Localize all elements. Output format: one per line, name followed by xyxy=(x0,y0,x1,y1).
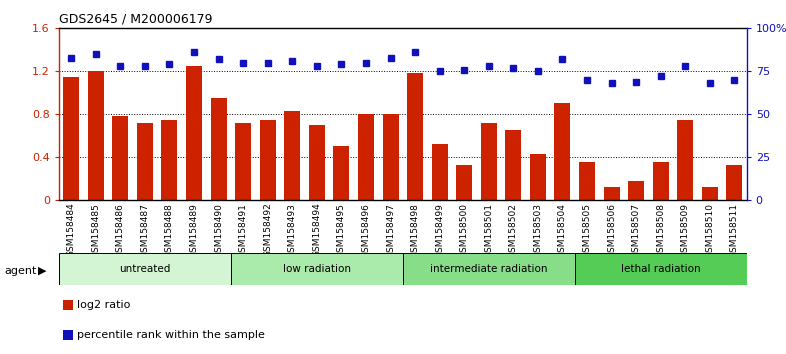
Bar xyxy=(702,187,718,200)
Bar xyxy=(505,130,521,200)
Text: untreated: untreated xyxy=(119,264,171,274)
Bar xyxy=(186,66,202,200)
Bar xyxy=(211,98,226,200)
Bar xyxy=(456,165,472,200)
Bar xyxy=(652,162,669,200)
Text: GSM158505: GSM158505 xyxy=(582,202,592,258)
Bar xyxy=(579,162,595,200)
Text: GSM158503: GSM158503 xyxy=(534,202,542,258)
Bar xyxy=(259,120,276,200)
Bar xyxy=(554,103,571,200)
Text: intermediate radiation: intermediate radiation xyxy=(430,264,548,274)
Bar xyxy=(63,76,79,200)
Bar xyxy=(726,165,743,200)
Text: GSM158500: GSM158500 xyxy=(460,202,468,258)
Text: GSM158506: GSM158506 xyxy=(607,202,616,258)
Text: GSM158510: GSM158510 xyxy=(705,202,714,258)
Text: GSM158489: GSM158489 xyxy=(189,202,199,258)
Text: lethal radiation: lethal radiation xyxy=(621,264,700,274)
Bar xyxy=(402,253,575,285)
Text: GSM158511: GSM158511 xyxy=(730,202,739,258)
Bar xyxy=(285,111,300,200)
Bar xyxy=(235,123,252,200)
Bar xyxy=(628,181,645,200)
Text: GSM158508: GSM158508 xyxy=(656,202,665,258)
Text: GSM158495: GSM158495 xyxy=(337,202,346,258)
Text: GSM158498: GSM158498 xyxy=(410,202,420,258)
Text: percentile rank within the sample: percentile rank within the sample xyxy=(77,330,265,340)
Text: low radiation: low radiation xyxy=(283,264,351,274)
Text: GDS2645 / M200006179: GDS2645 / M200006179 xyxy=(59,12,212,25)
Text: GSM158502: GSM158502 xyxy=(509,202,518,258)
Bar xyxy=(88,71,104,200)
Text: GSM158485: GSM158485 xyxy=(91,202,101,258)
Text: ▶: ▶ xyxy=(38,266,46,276)
Text: GSM158497: GSM158497 xyxy=(386,202,395,258)
Text: log2 ratio: log2 ratio xyxy=(77,300,130,310)
Bar xyxy=(604,187,619,200)
Bar xyxy=(112,116,128,200)
Bar xyxy=(678,120,693,200)
Bar xyxy=(309,125,325,200)
Text: GSM158501: GSM158501 xyxy=(484,202,494,258)
Text: GSM158490: GSM158490 xyxy=(214,202,223,258)
Text: GSM158507: GSM158507 xyxy=(632,202,641,258)
Text: GSM158487: GSM158487 xyxy=(141,202,149,258)
Bar xyxy=(231,253,402,285)
Text: GSM158509: GSM158509 xyxy=(681,202,690,258)
Bar xyxy=(333,146,350,200)
Text: GSM158493: GSM158493 xyxy=(288,202,297,258)
Bar xyxy=(407,73,423,200)
Text: GSM158496: GSM158496 xyxy=(362,202,370,258)
Text: GSM158492: GSM158492 xyxy=(263,202,272,257)
Text: GSM158491: GSM158491 xyxy=(239,202,248,258)
Text: agent: agent xyxy=(4,266,36,276)
Bar xyxy=(481,123,497,200)
Bar xyxy=(358,114,374,200)
Text: GSM158494: GSM158494 xyxy=(312,202,321,257)
Text: GSM158504: GSM158504 xyxy=(558,202,567,258)
Text: GSM158488: GSM158488 xyxy=(165,202,174,258)
Bar xyxy=(383,114,399,200)
Text: GSM158486: GSM158486 xyxy=(116,202,125,258)
Bar xyxy=(137,123,153,200)
Text: GSM158484: GSM158484 xyxy=(67,202,75,257)
Bar xyxy=(432,144,448,200)
Bar xyxy=(59,253,231,285)
Text: GSM158499: GSM158499 xyxy=(435,202,444,258)
Bar xyxy=(575,253,747,285)
Bar xyxy=(161,120,178,200)
Bar xyxy=(530,154,546,200)
